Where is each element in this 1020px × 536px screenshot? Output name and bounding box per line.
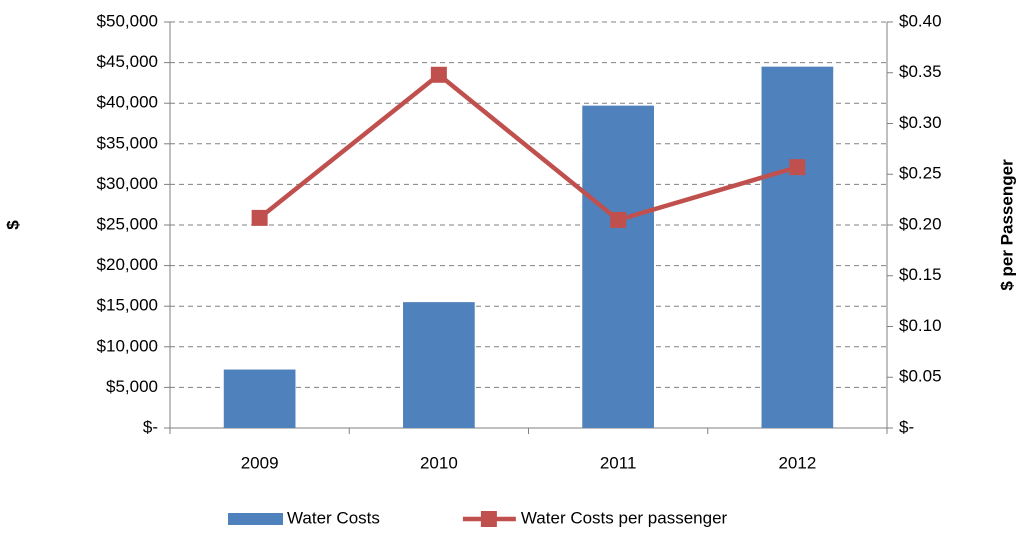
line <box>258 71 799 223</box>
legend-label: Water Costs per passenger <box>521 508 728 527</box>
y-tick-label: $25,000 <box>97 214 158 233</box>
y-tick-label: $10,000 <box>97 336 158 355</box>
y-tick-label: $- <box>143 417 158 436</box>
y-axis-title: $ <box>3 220 22 230</box>
y2-tick-label: $0.15 <box>899 265 942 284</box>
y-tick-label: $45,000 <box>97 52 158 71</box>
x-tick-label: 2012 <box>778 453 816 472</box>
legend-label: Water Costs <box>287 508 380 527</box>
y-tick-label: $35,000 <box>97 133 158 152</box>
y-tick-label: $20,000 <box>97 255 158 274</box>
legend-swatch <box>228 513 283 525</box>
line-marker <box>610 211 627 228</box>
x-tick-label: 2010 <box>420 453 458 472</box>
line-marker <box>251 209 268 226</box>
bar <box>582 105 654 429</box>
y2-tick-label: $0.35 <box>899 62 942 81</box>
bar <box>761 66 834 428</box>
y2-tick-label: $0.40 <box>899 11 942 30</box>
y-tick-label: $30,000 <box>97 174 158 193</box>
y2-tick-label: $0.10 <box>899 316 942 335</box>
y-tick-label: $5,000 <box>106 377 158 396</box>
x-tick-label: 2011 <box>600 453 637 472</box>
y2-tick-label: $- <box>899 417 914 436</box>
line-marker <box>430 66 447 83</box>
y2-tick-label: $0.30 <box>899 113 942 132</box>
legend-swatch <box>480 511 497 527</box>
y2-tick-label: $0.20 <box>899 214 942 233</box>
x-tick-label: 2009 <box>241 453 279 472</box>
y2-axis-title: $ per Passenger <box>997 159 1016 291</box>
line-marker <box>789 159 806 176</box>
y-tick-label: $50,000 <box>97 11 158 30</box>
bar <box>403 302 475 428</box>
y-tick-label: $15,000 <box>97 296 158 315</box>
bar <box>223 369 296 428</box>
y2-tick-label: $0.25 <box>899 164 942 183</box>
y2-tick-label: $0.05 <box>899 367 942 386</box>
y-tick-label: $40,000 <box>97 93 158 112</box>
